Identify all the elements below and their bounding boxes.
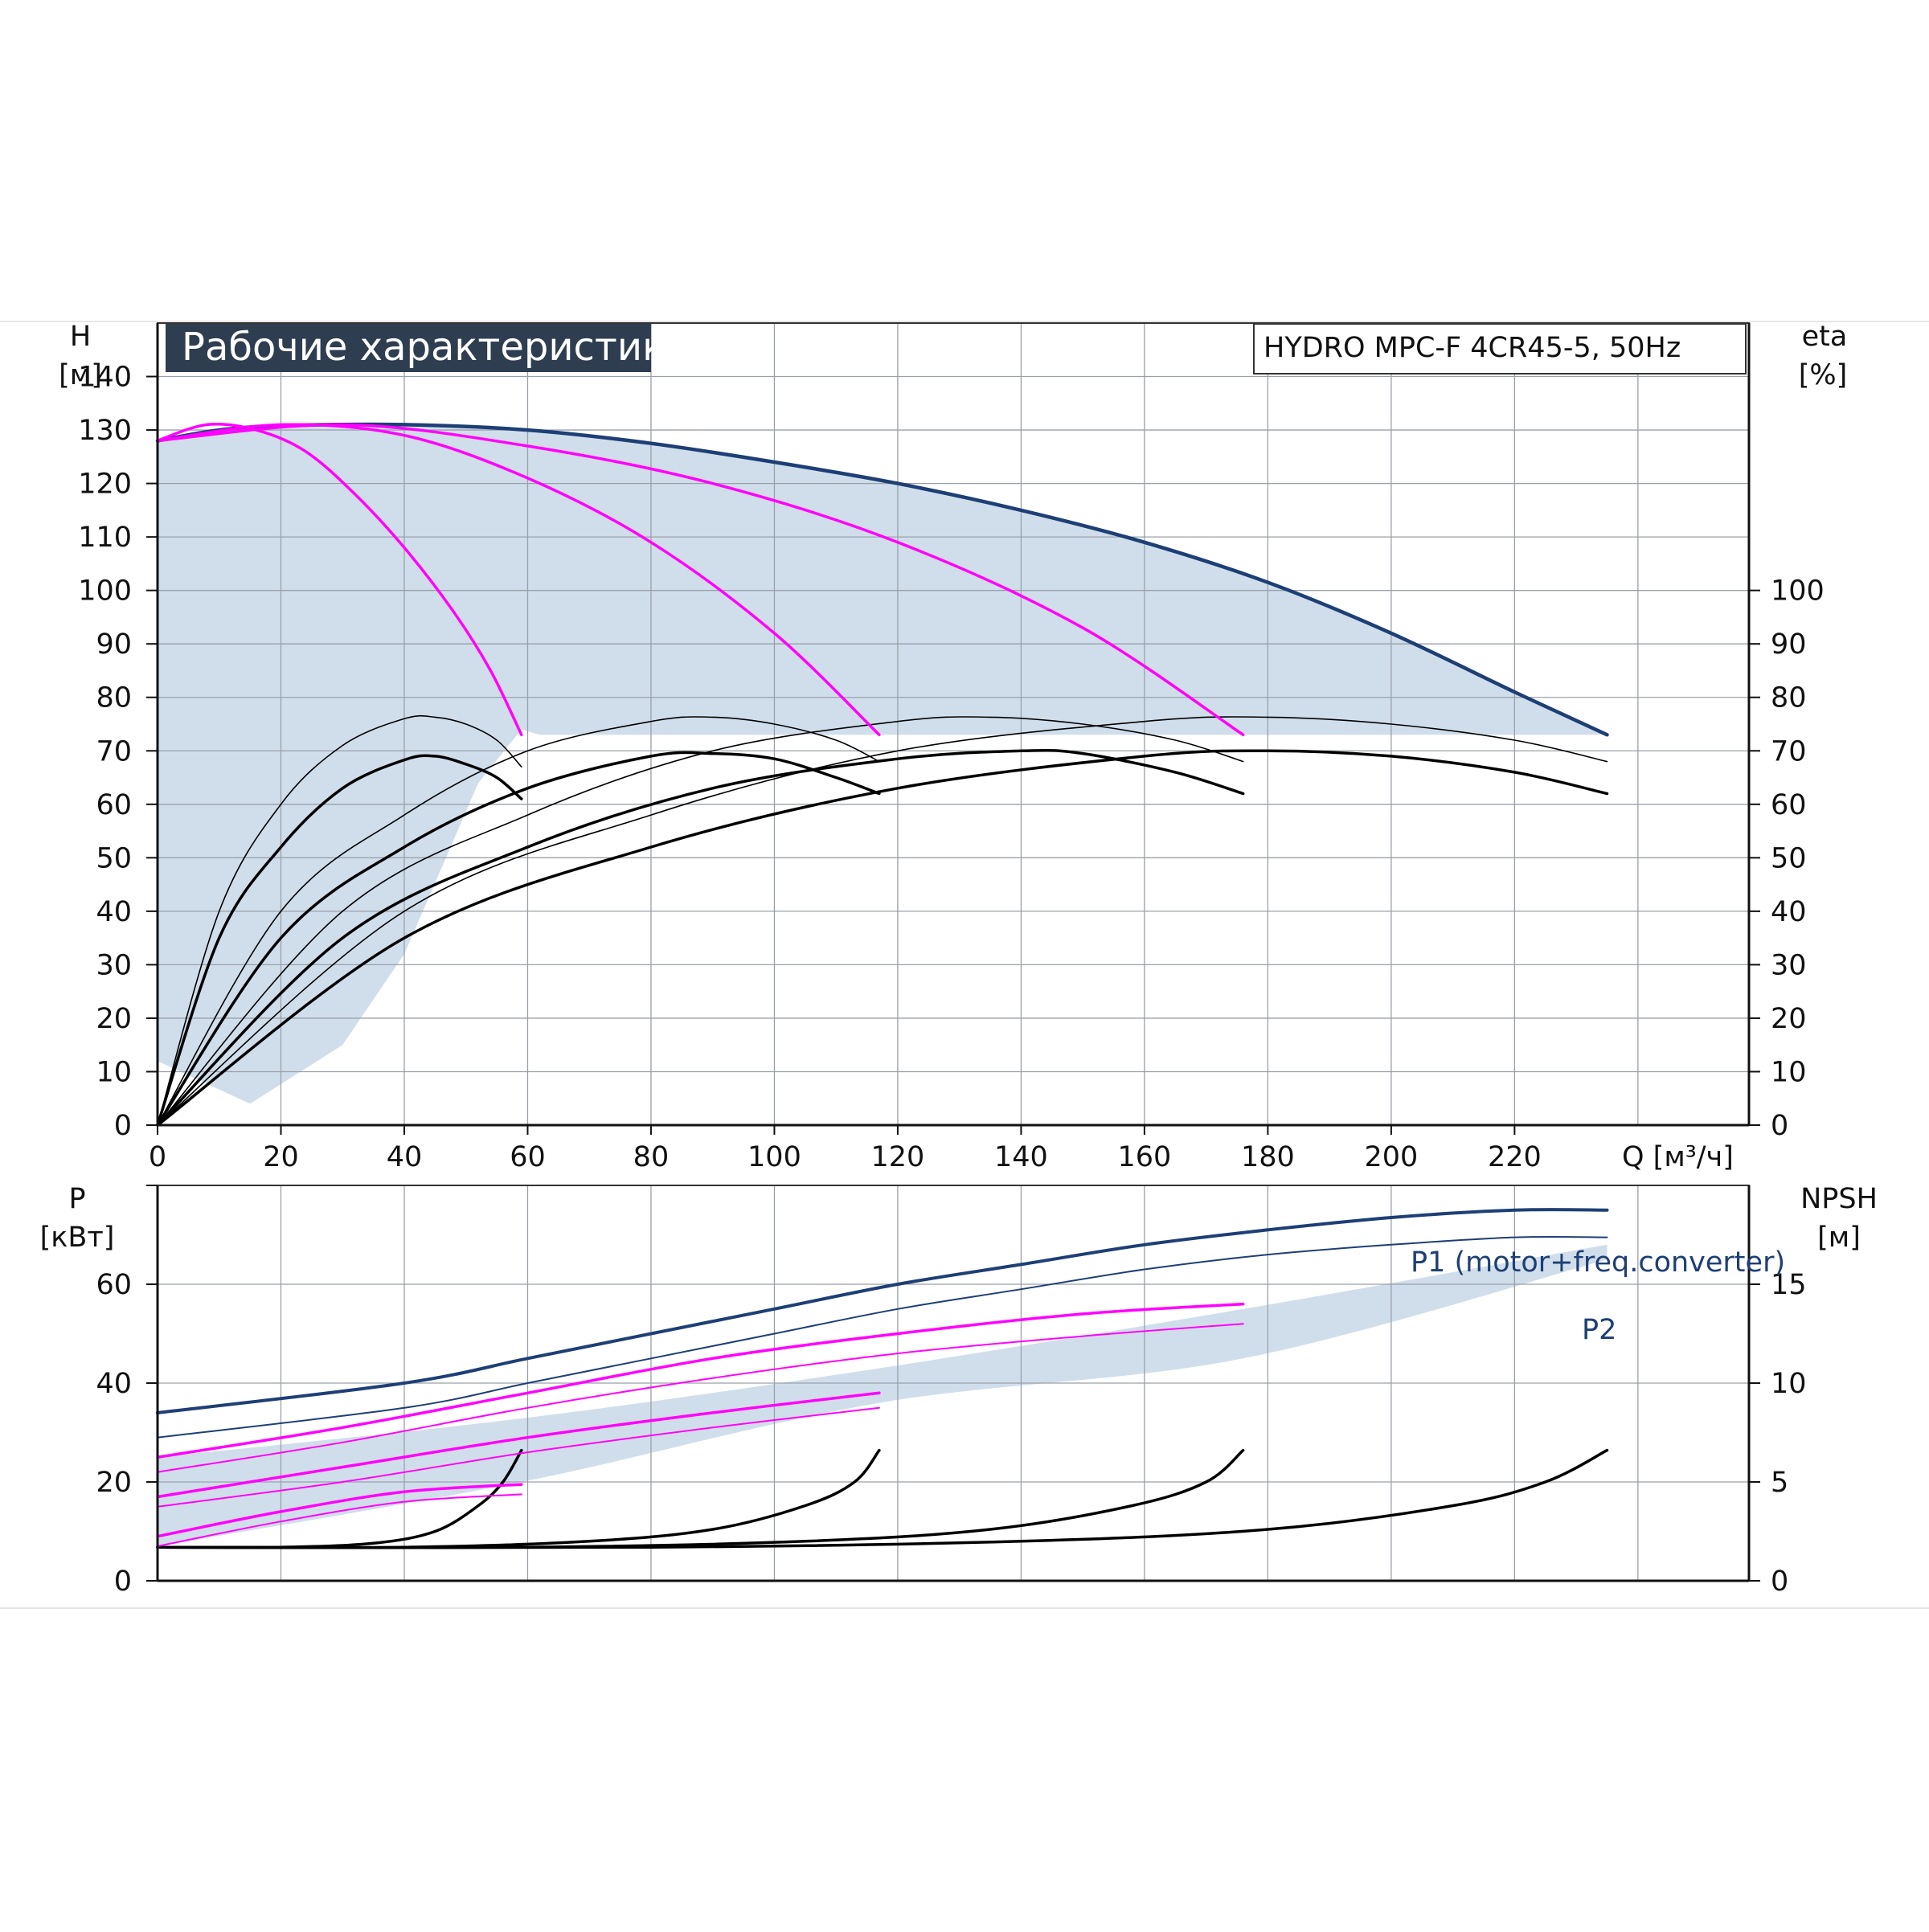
lower-right-tick-label: 15 <box>1771 1269 1807 1301</box>
upper-left-tick-label: 70 <box>96 735 132 767</box>
title-box <box>166 324 651 372</box>
upper-left-tick-label: 50 <box>96 842 132 874</box>
pump-power-curve <box>156 1391 881 1499</box>
efficiency-curve <box>157 714 522 1126</box>
chart-title: Рабочие характеристики <box>182 325 690 370</box>
upper-right-tick-label: 70 <box>1771 735 1807 767</box>
lower-right-tick-label: 0 <box>1771 1566 1788 1598</box>
efficiency-curve <box>157 716 1244 1126</box>
upper-right-tick-label: 20 <box>1771 1003 1807 1035</box>
efficiency-curve <box>157 716 880 1126</box>
upper-left-axis-unit: [м] <box>59 359 102 391</box>
upper-curves <box>155 422 1609 1127</box>
upper-left-tick-label: 130 <box>78 415 132 447</box>
upper-right-tick-label: 50 <box>1771 842 1807 874</box>
lower-right-axis-unit: [м] <box>1817 1222 1861 1254</box>
pump-power-curve <box>157 1323 1244 1473</box>
x-tick-label: 40 <box>387 1141 423 1173</box>
upper-right-tick-label: 60 <box>1771 789 1807 821</box>
efficiency-curve <box>157 716 1608 1126</box>
operating-region-area <box>158 424 1608 1104</box>
efficiency-curve <box>156 754 523 1127</box>
efficiency-curve <box>156 751 881 1127</box>
lower-right-tick-label: 10 <box>1771 1368 1807 1400</box>
lower-left-tick-label: 0 <box>114 1566 132 1598</box>
pump-head-curve <box>156 423 881 737</box>
upper-right-axis-unit: [%] <box>1799 359 1848 391</box>
upper-left-tick-label: 90 <box>96 628 132 661</box>
lower-right-tick-label: 5 <box>1771 1467 1788 1499</box>
upper-left-axis-symbol: H <box>70 321 91 353</box>
x-tick-label: 20 <box>263 1141 299 1173</box>
power-band-area <box>158 1244 1608 1546</box>
upper-right-tick-label: 0 <box>1771 1110 1788 1142</box>
x-axis-label: Q [м³/ч] <box>1622 1141 1734 1173</box>
model-box <box>1253 323 1747 375</box>
x-tick-label: 120 <box>871 1141 925 1173</box>
lower-left-axis-symbol: P <box>68 1183 85 1215</box>
upper-left-tick-label: 20 <box>96 1003 132 1035</box>
lower-left-tick-label: 40 <box>96 1368 132 1400</box>
upper-right-tick-label: 80 <box>1771 682 1807 714</box>
upper-right-tick-label: 90 <box>1771 628 1807 661</box>
upper-left-tick-label: 110 <box>78 522 132 554</box>
legend-p2: P2 <box>1582 1314 1616 1346</box>
x-tick-label: 180 <box>1241 1141 1295 1173</box>
model-label: HYDRO MPC-F 4CR45-5, 50Hz <box>1263 332 1681 364</box>
x-tick-label: 140 <box>994 1141 1048 1173</box>
pump-power-curve <box>157 1406 880 1508</box>
pump-power-curve <box>156 1483 523 1538</box>
upper-left-tick-label: 40 <box>96 896 132 928</box>
upper-right-tick-label: 100 <box>1771 575 1825 608</box>
upper-right-tick-label: 40 <box>1771 896 1807 928</box>
x-tick-label: 100 <box>747 1141 801 1173</box>
upper-left-tick-label: 120 <box>78 469 132 501</box>
x-tick-label: 60 <box>510 1141 546 1173</box>
upper-right-tick-label: 10 <box>1771 1056 1807 1088</box>
x-tick-label: 220 <box>1488 1141 1542 1173</box>
x-tick-label: 80 <box>633 1141 670 1173</box>
upper-left-tick-label: 10 <box>96 1056 132 1088</box>
lower-left-tick-label: 60 <box>96 1269 132 1301</box>
lower-left-axis-unit: [кВт] <box>40 1222 115 1254</box>
lower-axes: 0 20 40 60 0 5 10 15 <box>96 1185 1807 1598</box>
lower-right-axis-symbol: NPSH <box>1800 1183 1878 1215</box>
efficiency-curve <box>156 749 1609 1127</box>
p2-curve <box>157 1235 1608 1439</box>
lower-left-tick-label: 20 <box>96 1467 132 1499</box>
pump-head-curve <box>156 422 523 737</box>
p1-curve <box>156 1208 1609 1414</box>
upper-left-tick-label: 60 <box>96 789 132 821</box>
upper-left-tick-label: 140 <box>78 362 132 394</box>
upper-left-tick-label: 80 <box>96 682 132 714</box>
upper-right-tick-label: 30 <box>1771 949 1807 981</box>
legend-p1: P1 (motor+freq.converter) <box>1411 1246 1785 1279</box>
x-tick-label: 160 <box>1118 1141 1172 1173</box>
upper-left-tick-label: 100 <box>78 575 132 608</box>
npsh-curve <box>156 1448 1609 1549</box>
x-tick-label: 0 <box>149 1141 166 1173</box>
upper-right-axis-symbol: eta <box>1802 321 1848 353</box>
pump-head-curve <box>156 423 1245 737</box>
upper-left-tick-label: 0 <box>114 1110 132 1142</box>
x-tick-label: 200 <box>1364 1141 1418 1173</box>
lower-power-band <box>158 1244 1608 1546</box>
pump-power-curve <box>156 1302 1245 1459</box>
upper-left-tick-label: 30 <box>96 949 132 981</box>
efficiency-curve <box>156 748 1245 1127</box>
upper-operating-region <box>158 424 1608 1104</box>
upper-axes: 0 10 20 30 40 50 60 70 80 90 100 110 120 130 140 0 10 20 3… <box>78 322 1825 1173</box>
lower-curves <box>156 1208 1609 1549</box>
pump-power-curve <box>157 1493 522 1547</box>
